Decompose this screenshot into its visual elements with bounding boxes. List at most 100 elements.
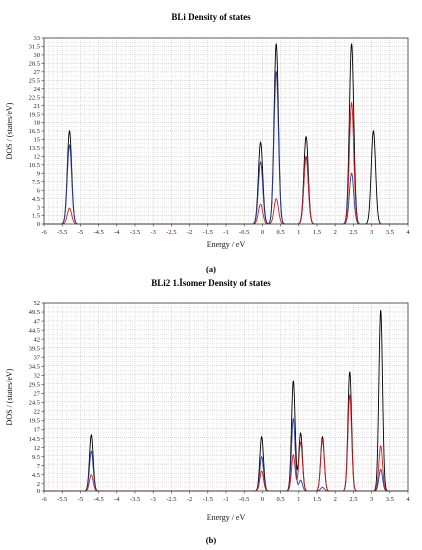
- y-tick-label: 4.5: [32, 472, 40, 479]
- x-tick-label: 3: [370, 496, 373, 503]
- y-tick-label: 21: [34, 103, 41, 110]
- y-tick-label: 32: [34, 373, 41, 380]
- x-tick-label: -4.5: [93, 496, 103, 503]
- x-tick-label: 1: [297, 496, 300, 503]
- x-tick-label: -1.5: [203, 229, 213, 236]
- y-tick-label: 7.5: [32, 179, 40, 186]
- x-tick-label: 0: [261, 496, 264, 503]
- y-tick-label: 31.5: [29, 44, 40, 51]
- y-tick-label: 25.5: [29, 77, 40, 84]
- y-tick-label: 13.5: [29, 145, 40, 152]
- chart-b-title: BLi2 1.İsomer Density of states: [151, 278, 271, 288]
- chart-b: BLi2 1.İsomer Density of states -6 -5.5 -5…: [5, 278, 410, 545]
- x-tick-label: 1: [297, 229, 300, 236]
- x-tick-label: 3.5: [386, 229, 394, 236]
- x-tick-label: -1: [223, 229, 228, 236]
- x-tick-label: -3.5: [130, 496, 140, 503]
- y-tick-label: 16.5: [29, 128, 40, 135]
- y-tick-label: 18: [34, 120, 41, 127]
- y-tick-label: 9.5: [32, 454, 40, 461]
- y-tick-label: 2: [37, 481, 40, 488]
- y-tick-label: 49.5: [29, 309, 40, 316]
- y-tick-label: 22: [34, 409, 41, 416]
- x-tick-label: -5.5: [57, 229, 67, 236]
- y-tick-label: 30: [34, 52, 41, 59]
- y-tick-label: 28.5: [29, 61, 40, 68]
- y-tick-label: 12: [34, 445, 41, 452]
- chart-a-y-axis-label: DOS / (states/eV): [5, 102, 14, 159]
- y-tick-label: 7: [37, 463, 41, 470]
- y-tick-label: 4.5: [32, 196, 40, 203]
- y-tick-label: 27: [34, 391, 41, 398]
- y-tick-label: 33: [34, 35, 41, 42]
- y-tick-label: 15: [34, 137, 41, 144]
- y-tick-label: 39.5: [29, 345, 40, 352]
- y-tick-label: 9: [37, 170, 40, 177]
- caption-a: (a): [206, 264, 216, 274]
- y-tick-label: 52: [34, 300, 41, 307]
- y-tick-label: 10.5: [29, 162, 40, 169]
- y-tick-label: 44.5: [29, 327, 40, 334]
- x-tick-label: 2: [334, 496, 337, 503]
- x-tick-label: -5: [78, 496, 83, 503]
- x-tick-label: -1: [223, 496, 228, 503]
- y-tick-label: 24.5: [29, 400, 40, 407]
- x-tick-label: -4: [114, 229, 120, 236]
- chart-b-x-axis-label: Energy / eV: [207, 513, 246, 522]
- x-tick-label: -2: [187, 229, 192, 236]
- y-tick-label: 22.5: [29, 94, 40, 101]
- x-tick-label: -2: [187, 496, 192, 503]
- x-tick-label: -0.5: [239, 496, 249, 503]
- chart-b-y-axis-label: DOS / (states/eV): [5, 368, 14, 425]
- chart-a: BLi Density of states -6 -5.5 -5 -4.5 -4 -3.5…: [5, 12, 410, 274]
- x-tick-label: -3: [150, 496, 155, 503]
- x-tick-label: -4.5: [93, 229, 103, 236]
- x-tick-label: 4: [406, 496, 410, 503]
- chart-a-grid: [44, 38, 408, 224]
- x-tick-label: 1.5: [313, 496, 321, 503]
- y-tick-label: 34.5: [29, 363, 40, 370]
- x-tick-label: -5.5: [57, 496, 67, 503]
- chart-b-y-ticks: 024.579.51214.51719.52224.52729.53234.53…: [29, 300, 44, 495]
- x-tick-label: -0.5: [239, 229, 249, 236]
- x-tick-label: 3.5: [386, 496, 394, 503]
- x-tick-label: 0.5: [277, 229, 285, 236]
- x-tick-label: 2: [334, 229, 337, 236]
- y-tick-label: 6: [37, 187, 41, 194]
- y-tick-label: 17: [34, 427, 41, 434]
- chart-a-title: BLi Density of states: [171, 12, 251, 22]
- y-tick-label: 47: [34, 318, 41, 325]
- y-tick-label: 27: [34, 69, 41, 76]
- x-tick-label: 2.5: [349, 229, 357, 236]
- x-tick-label: 2.5: [349, 496, 357, 503]
- x-tick-label: -3: [150, 229, 155, 236]
- x-tick-label: -2.5: [166, 229, 176, 236]
- x-tick-label: 1.5: [313, 229, 321, 236]
- caption-b: (b): [206, 535, 217, 545]
- y-tick-label: 12: [34, 154, 41, 161]
- y-tick-label: 29.5: [29, 382, 40, 389]
- y-tick-label: 37: [34, 354, 41, 361]
- y-tick-label: 14.5: [29, 436, 40, 443]
- x-tick-label: 0: [261, 229, 264, 236]
- x-tick-label: 0.5: [277, 496, 285, 503]
- x-tick-label: 3: [370, 229, 373, 236]
- x-tick-label: -6: [41, 496, 47, 503]
- y-tick-label: 1.5: [32, 213, 40, 220]
- y-tick-label: 24: [34, 86, 41, 93]
- x-tick-label: -3.5: [130, 229, 140, 236]
- chart-a-y-ticks: 01.5 34.5 67.5 910.512 13.515 16.518 19.521 22.…: [29, 35, 44, 228]
- y-tick-label: 0: [37, 221, 40, 228]
- x-tick-label: -2.5: [166, 496, 176, 503]
- y-tick-label: 0: [37, 488, 40, 495]
- y-tick-label: 19.5: [29, 111, 40, 118]
- x-tick-label: -5: [78, 229, 83, 236]
- x-tick-label: -1.5: [203, 496, 213, 503]
- y-tick-label: 42: [34, 336, 41, 343]
- x-tick-label: -6: [41, 229, 47, 236]
- y-tick-label: 19.5: [29, 418, 40, 425]
- x-tick-label: -4: [114, 496, 120, 503]
- chart-b-x-ticks: -6 -5.5 -5 -4.5 -4 -3.5 -3 -2.5 -2 -1.5 -1 -0.5 0 0.5…: [41, 491, 410, 503]
- x-tick-label: 4: [406, 229, 410, 236]
